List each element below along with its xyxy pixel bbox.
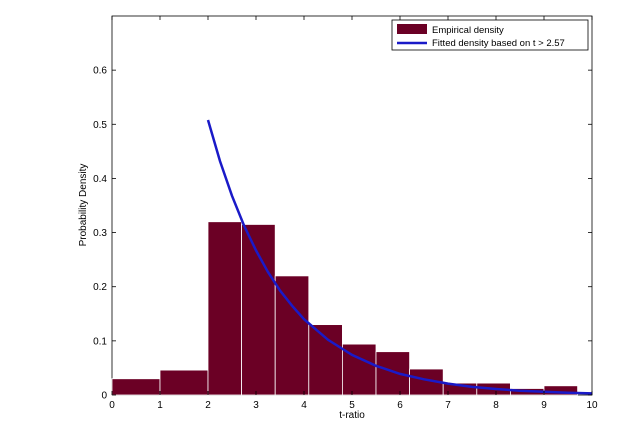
y-axis-label: Probability Density [78, 164, 89, 247]
legend-label-empirical: Empirical density [432, 25, 504, 36]
x-tick-label: 9 [541, 400, 547, 411]
x-tick-label: 1 [157, 400, 163, 411]
histogram-bar [207, 221, 242, 396]
histogram-bar [274, 275, 310, 396]
histogram-bar [543, 385, 578, 396]
histogram-bar [375, 351, 410, 396]
histogram-bar [241, 224, 276, 396]
y-tick-label: 0.4 [93, 174, 107, 185]
fitted-density-line-group [206, 119, 593, 395]
histogram-bar [111, 378, 161, 396]
y-tick-label: 0.6 [93, 66, 107, 77]
legend: Empirical density Fitted density based o… [391, 19, 589, 51]
x-tick-label: 10 [586, 400, 598, 411]
legend-swatch-empirical [397, 24, 427, 34]
x-axis-ticks: 0 1 2 3 4 5 6 7 8 9 10 [109, 16, 598, 411]
x-tick-label: 2 [205, 400, 211, 411]
x-tick-label: 6 [397, 400, 403, 411]
fitted-density-line [206, 119, 593, 395]
y-tick-label: 0 [101, 391, 107, 402]
y-axis-ticks: 0 0.1 0.2 0.3 0.4 0.5 0.6 [93, 66, 592, 402]
y-tick-label: 0.3 [93, 228, 107, 239]
x-tick-label: 3 [253, 400, 259, 411]
x-tick-label: 5 [349, 400, 355, 411]
histogram-bar [308, 324, 343, 396]
x-tick-label: 8 [493, 400, 499, 411]
y-tick-label: 0.1 [93, 336, 107, 347]
y-tick-label: 0.5 [93, 120, 107, 131]
x-tick-label: 7 [445, 400, 451, 411]
x-tick-label: 4 [301, 400, 307, 411]
plot-frame [111, 15, 593, 396]
histogram-bar [159, 369, 209, 396]
x-tick-label: 0 [109, 400, 115, 411]
legend-label-fitted: Fitted density based on t > 2.57 [432, 38, 565, 49]
x-axis-label: t-ratio [339, 410, 365, 421]
y-tick-label: 0.2 [93, 282, 107, 293]
